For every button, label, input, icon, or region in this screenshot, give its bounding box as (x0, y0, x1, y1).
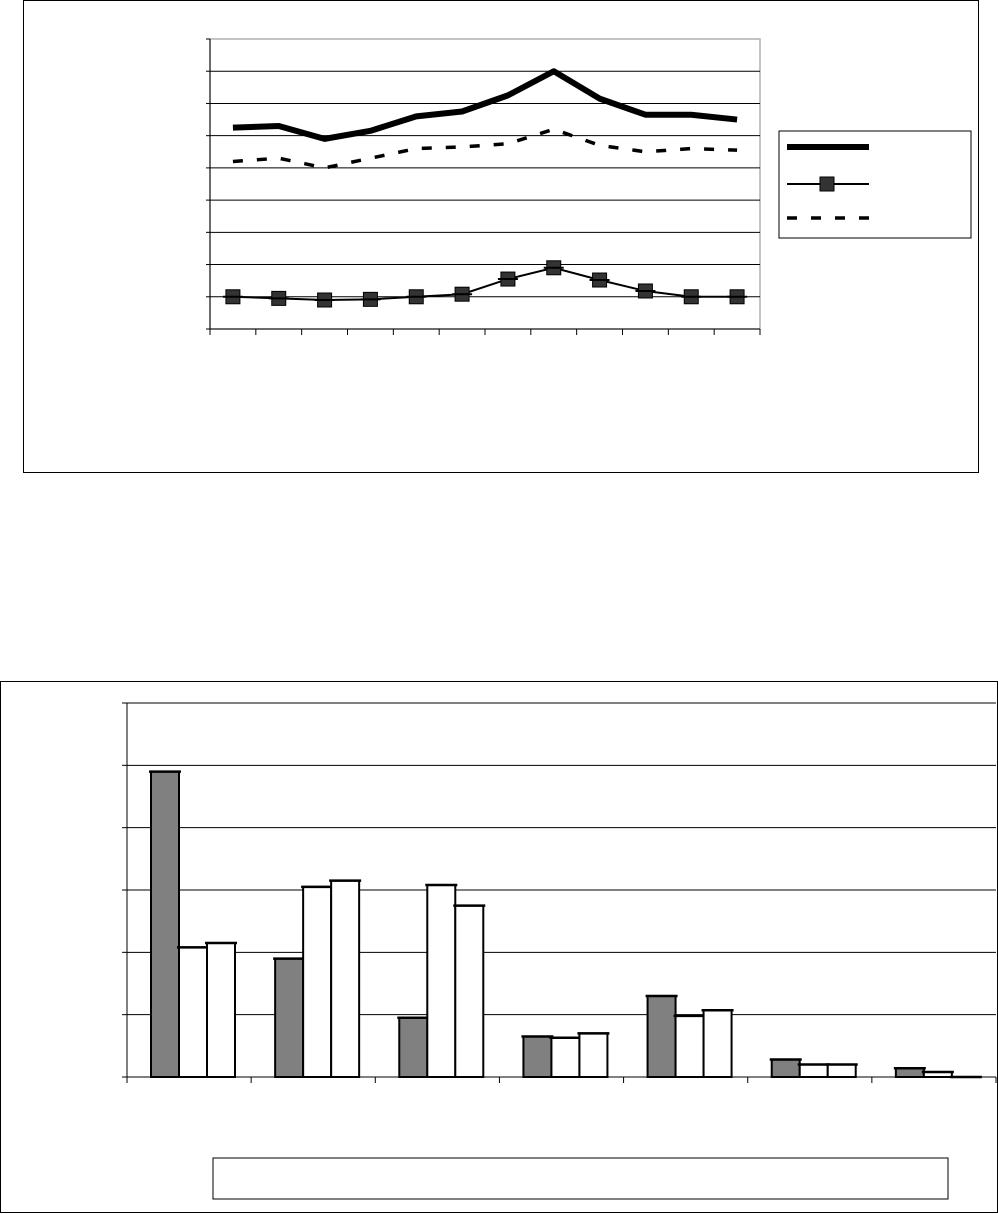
bar-2-series-1 (274, 957, 305, 1079)
series-2-point (543, 260, 564, 276)
bar-4-series-1 (522, 1035, 553, 1079)
bar-5-series-1 (646, 994, 677, 1079)
series-2-point (406, 289, 427, 305)
bar-7-series-1 (894, 1067, 925, 1079)
bar-chart-panel (0, 681, 998, 1213)
bar-6-series-2 (798, 1063, 829, 1078)
bar-3-series-2 (426, 884, 457, 1078)
line-chart-panel (23, 0, 979, 473)
bar-3-series-3 (454, 904, 485, 1078)
plot-area-border (209, 38, 761, 330)
legend-box (212, 1157, 949, 1200)
series-2-point (681, 289, 702, 305)
bar-2-series-2 (302, 885, 333, 1078)
bar-3-series-1 (398, 1016, 429, 1078)
series-2-point (360, 291, 381, 307)
bar-5-series-2 (674, 1014, 705, 1078)
bar-2-series-3 (330, 879, 361, 1078)
series-2-point (222, 289, 243, 305)
bar-1-series-3 (206, 941, 236, 1078)
series-2-point (452, 286, 473, 302)
series-1-line (232, 68, 738, 142)
bar-chart (122, 702, 997, 1200)
bar-1-series-1 (150, 770, 180, 1078)
bar-4-series-2 (550, 1036, 581, 1079)
series-2-point (314, 292, 335, 308)
bar-4-series-3 (578, 1032, 609, 1079)
line-chart (206, 38, 972, 335)
series-2-point (589, 272, 610, 288)
bar-6-series-1 (770, 1058, 801, 1078)
series-2-point (268, 290, 289, 306)
series-2-point (497, 271, 518, 287)
series-2-line (232, 266, 738, 302)
bar-5-series-3 (702, 1009, 733, 1079)
bar-6-series-3 (826, 1063, 857, 1078)
series-2-point (727, 289, 748, 305)
legend-key-marker (819, 176, 835, 192)
bar-1-series-2 (178, 946, 208, 1079)
series-2-point (635, 283, 656, 299)
